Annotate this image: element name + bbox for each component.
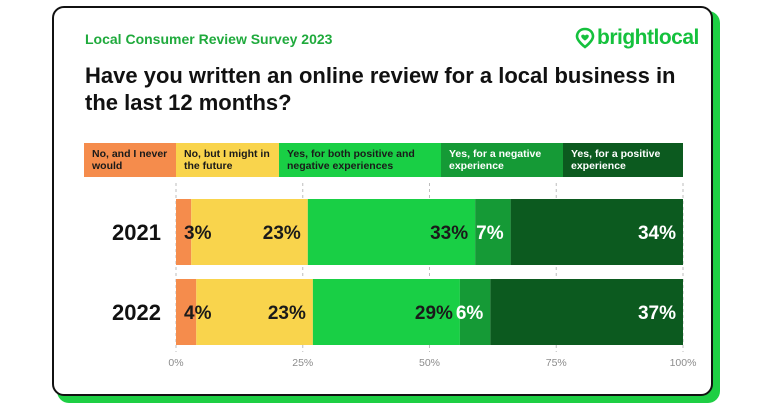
- data-label-2022-1: 4%: [184, 303, 212, 324]
- location-pin-icon: [575, 27, 595, 49]
- legend-label: Yes, for a negative experience: [449, 148, 542, 172]
- bar-segment-2021-5: [510, 199, 683, 265]
- bar-segment-2022-2: [196, 279, 313, 345]
- legend-item-5: Yes, for a positive experience: [563, 143, 683, 177]
- bar-segment-2021-1: [176, 199, 192, 265]
- legend-item-3: Yes, for both positive and negative expe…: [279, 143, 441, 177]
- legend-label: No, but I might in the future: [184, 148, 270, 172]
- chart-question-title: Have you written an online review for a …: [85, 63, 676, 115]
- bar-segment-2022-5: [490, 279, 683, 345]
- legend-item-2: No, but I might in the future: [176, 143, 279, 177]
- survey-label: Local Consumer Review Survey 2023: [85, 31, 333, 47]
- bar-segment-2021-2: [191, 199, 308, 265]
- data-label-2021-2: 23%: [263, 223, 301, 244]
- x-tick-label: 0%: [168, 357, 183, 369]
- legend-item-1: No, and I never would: [84, 143, 176, 177]
- data-label-2021-3: 33%: [430, 223, 468, 244]
- data-label-2022-3: 29%: [415, 303, 453, 324]
- x-tick-label: 25%: [292, 357, 313, 369]
- bar-segment-2021-4: [475, 199, 511, 265]
- data-label-2021-5: 34%: [638, 223, 676, 244]
- bar-segment-2022-1: [176, 279, 197, 345]
- category-label-2021: 2021: [112, 220, 161, 245]
- x-tick-label: 100%: [670, 357, 697, 369]
- data-label-2021-1: 3%: [184, 223, 212, 244]
- bar-segment-2021-3: [307, 199, 476, 265]
- data-label-2022-4: 6%: [456, 303, 484, 324]
- x-tick-label: 50%: [419, 357, 440, 369]
- data-label-2022-5: 37%: [638, 303, 676, 324]
- data-label-2021-4: 7%: [476, 223, 504, 244]
- x-tick-label: 75%: [546, 357, 567, 369]
- category-label-2022: 2022: [112, 300, 161, 325]
- data-label-2022-2: 23%: [268, 303, 306, 324]
- legend-label: Yes, for both positive and negative expe…: [287, 148, 415, 172]
- legend-item-4: Yes, for a negative experience: [441, 143, 563, 177]
- brand-name: brightlocal: [597, 26, 699, 49]
- legend-label: Yes, for a positive experience: [571, 148, 661, 172]
- brand-logo: brightlocal: [575, 25, 699, 51]
- bar-segment-2022-3: [312, 279, 460, 345]
- bar-segment-2022-4: [459, 279, 491, 345]
- legend-label: No, and I never would: [92, 148, 168, 172]
